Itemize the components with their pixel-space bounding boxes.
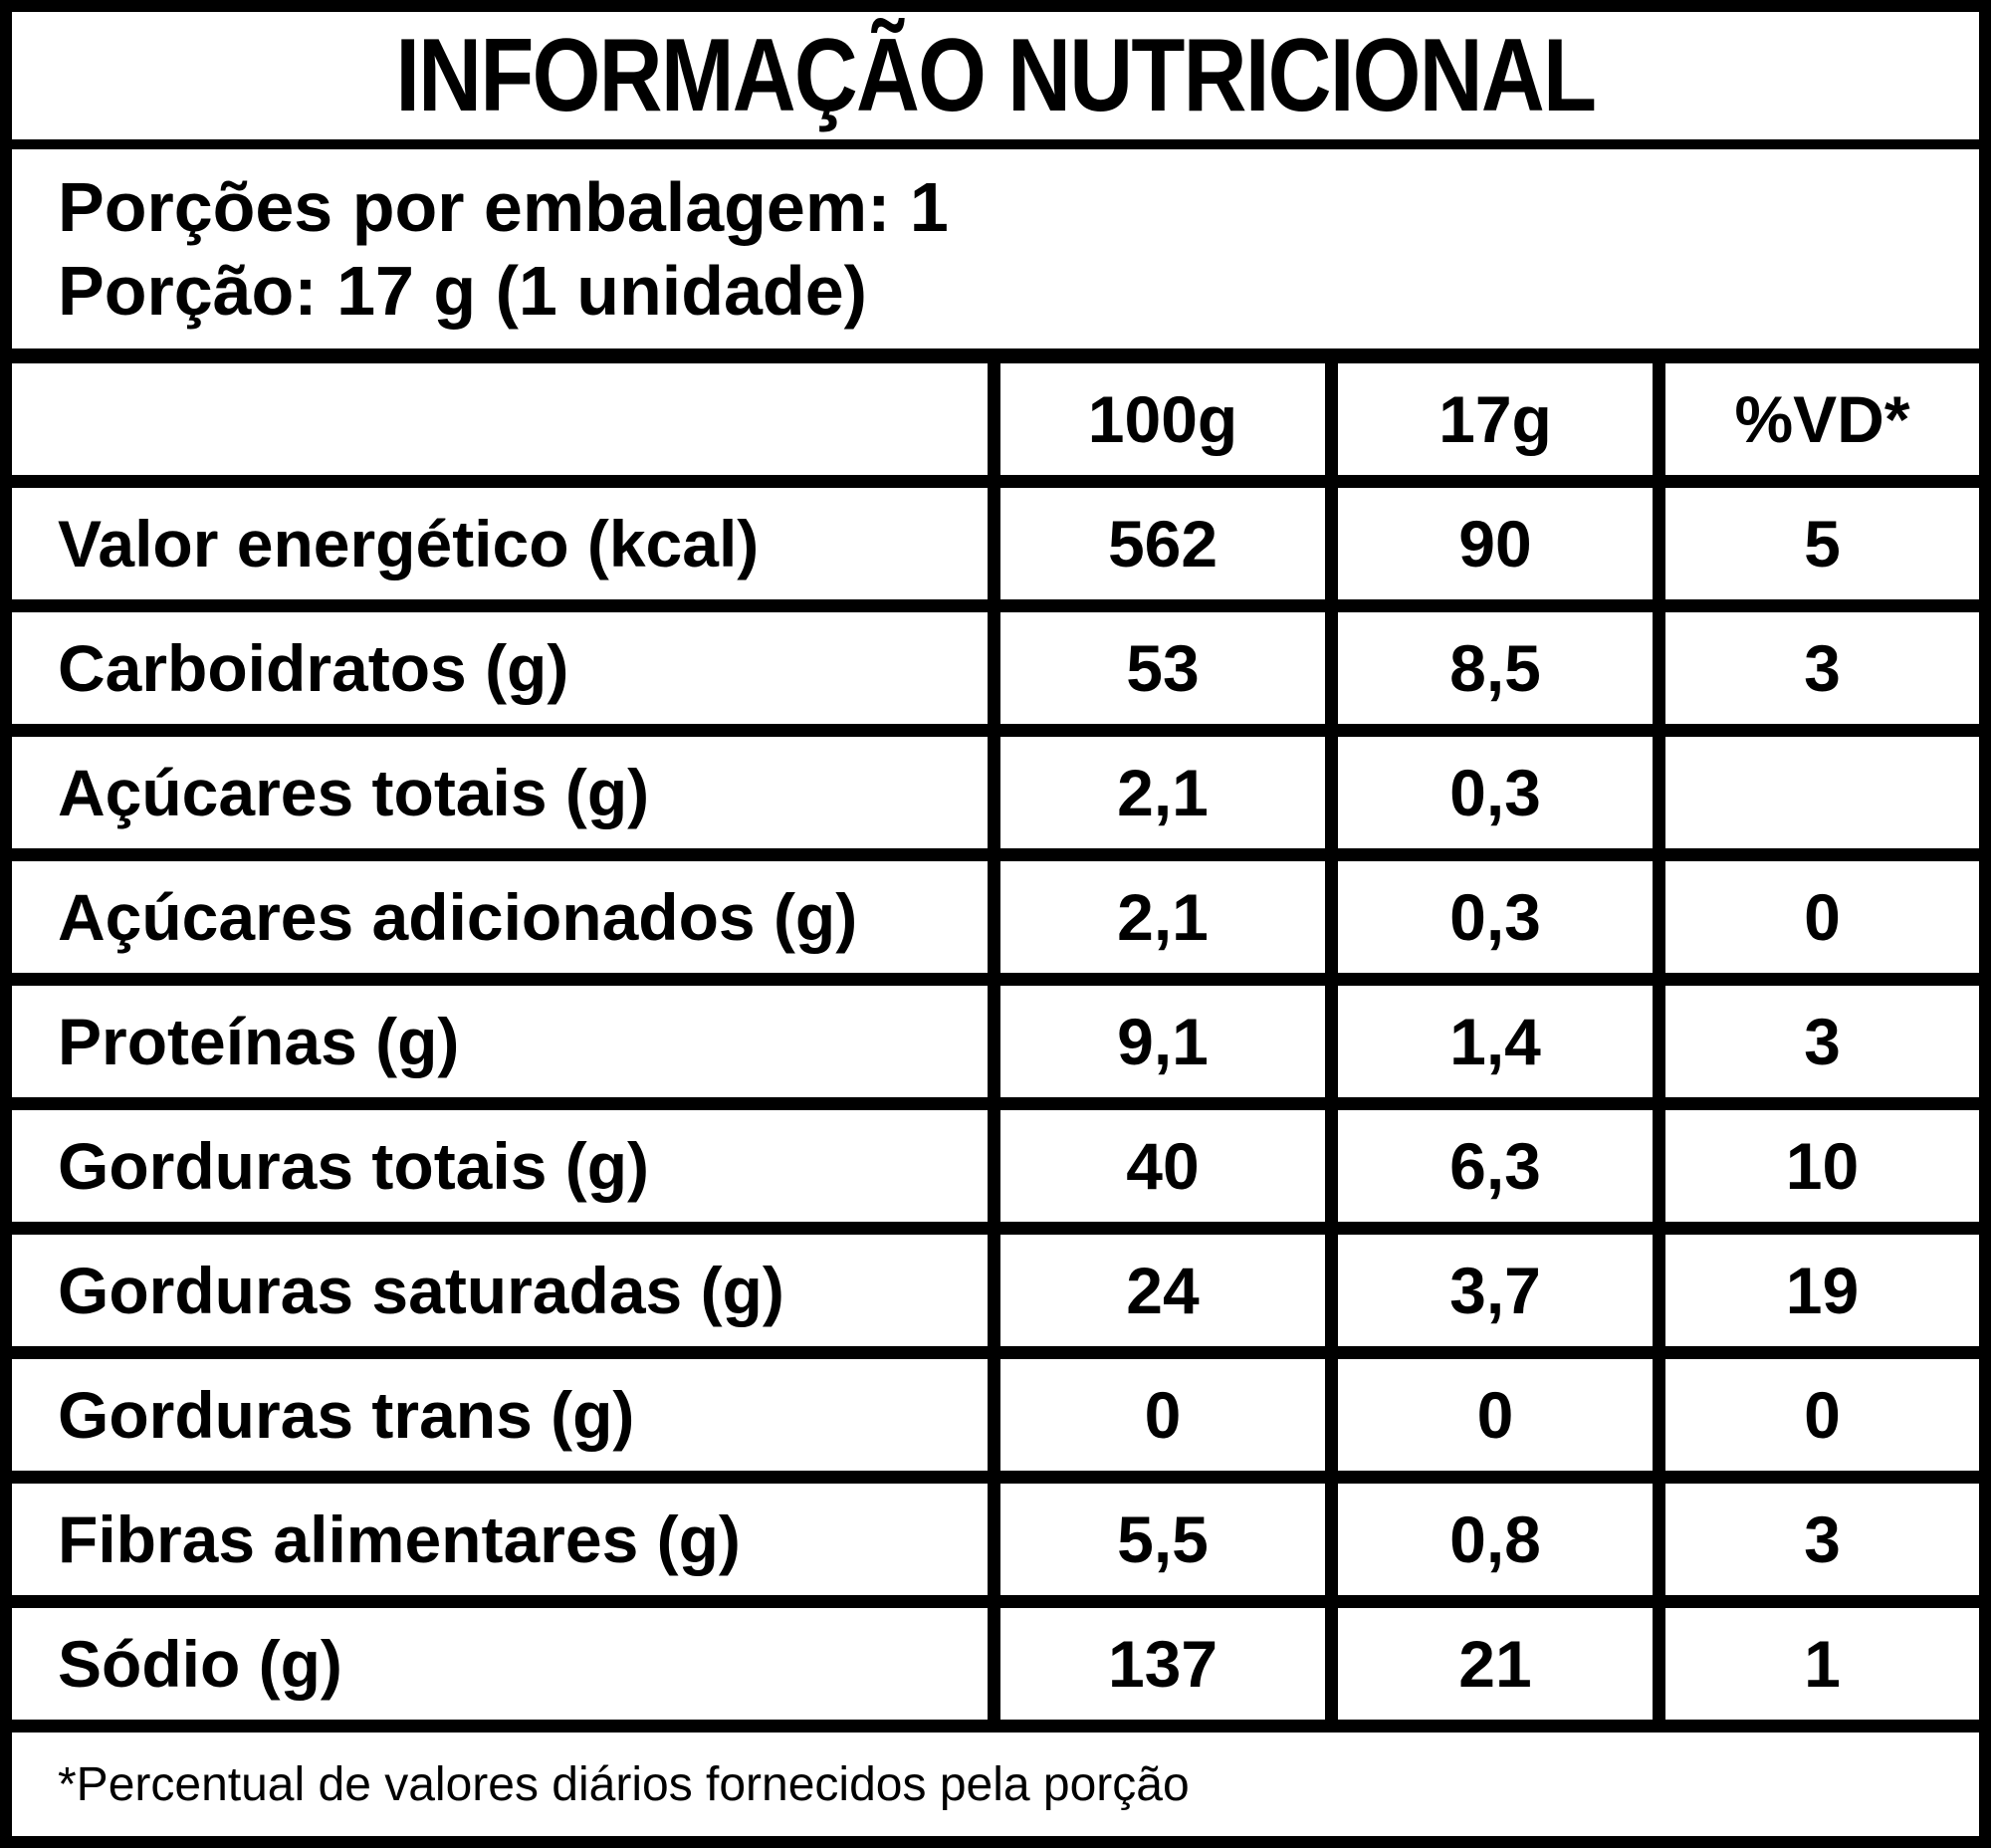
column-header-nutrient	[12, 363, 988, 475]
serving-size: Porção: 17 g (1 unidade)	[58, 252, 867, 330]
table-row-acucares-totais: Açúcares totais (g) 2,1 0,3	[12, 737, 1979, 861]
table-row-gorduras-saturadas: Gorduras saturadas (g) 24 3,7 19	[12, 1235, 1979, 1359]
value-vd: 0	[1653, 1359, 1979, 1471]
value-portion: 6,3	[1325, 1110, 1653, 1222]
nutrient-name: Sódio (g)	[58, 1627, 342, 1701]
table-row-sodio: Sódio (g) 137 21 1	[12, 1608, 1979, 1732]
column-header-vd: %VD*	[1653, 363, 1979, 475]
servings-per-package: Porções por embalagem: 1	[58, 168, 949, 246]
value-vd	[1653, 737, 1979, 848]
value-vd: 10	[1653, 1110, 1979, 1222]
nutrient-name: Fibras alimentares (g)	[58, 1502, 741, 1576]
nutrition-table: 100g 17g %VD* Valor energético (kcal) 56…	[12, 363, 1979, 1732]
value-100g: 24	[988, 1235, 1325, 1346]
value-100g: 0	[988, 1359, 1325, 1471]
value-vd: 3	[1653, 986, 1979, 1097]
value-100g: 562	[988, 488, 1325, 599]
value-100g: 5,5	[988, 1484, 1325, 1595]
value-portion: 3,7	[1325, 1235, 1653, 1346]
footnote-text: *Percentual de valores diários fornecido…	[58, 1757, 1190, 1811]
nutrient-name: Proteínas (g)	[58, 1005, 460, 1078]
value-100g: 53	[988, 612, 1325, 724]
nutrient-name: Açúcares totais (g)	[58, 756, 650, 829]
nutrient-name: Carboidratos (g)	[58, 631, 569, 705]
nutrient-name: Gorduras saturadas (g)	[58, 1254, 784, 1327]
value-100g: 2,1	[988, 861, 1325, 973]
table-row-fibras: Fibras alimentares (g) 5,5 0,8 3	[12, 1484, 1979, 1608]
value-portion: 0,3	[1325, 737, 1653, 848]
nutrient-name: Gorduras totais (g)	[58, 1129, 650, 1203]
value-portion: 0	[1325, 1359, 1653, 1471]
value-vd: 3	[1653, 612, 1979, 724]
value-vd: 3	[1653, 1484, 1979, 1595]
nutrient-name: Gorduras trans (g)	[58, 1378, 635, 1452]
label-title: INFORMAÇÃO NUTRICIONAL	[395, 17, 1597, 133]
footnote: *Percentual de valores diários fornecido…	[12, 1732, 1979, 1836]
value-100g: 2,1	[988, 737, 1325, 848]
table-row-acucares-adicionados: Açúcares adicionados (g) 2,1 0,3 0	[12, 861, 1979, 986]
serving-info: Porções por embalagem: 1 Porção: 17 g (1…	[12, 149, 1979, 348]
value-portion: 1,4	[1325, 986, 1653, 1097]
nutrient-name: Açúcares adicionados (g)	[58, 880, 858, 954]
value-portion: 0,8	[1325, 1484, 1653, 1595]
value-vd: 0	[1653, 861, 1979, 973]
table-header-row: 100g 17g %VD*	[12, 363, 1979, 488]
value-vd: 19	[1653, 1235, 1979, 1346]
table-row-proteinas: Proteínas (g) 9,1 1,4 3	[12, 986, 1979, 1110]
value-vd: 5	[1653, 488, 1979, 599]
value-portion: 8,5	[1325, 612, 1653, 724]
column-header-17g: 17g	[1325, 363, 1653, 475]
value-100g: 9,1	[988, 986, 1325, 1097]
table-row-energia: Valor energético (kcal) 562 90 5	[12, 488, 1979, 612]
nutrient-name: Valor energético (kcal)	[58, 507, 760, 580]
column-header-100g: 100g	[988, 363, 1325, 475]
value-vd: 1	[1653, 1608, 1979, 1720]
header-divider	[12, 348, 1979, 363]
value-100g: 137	[988, 1608, 1325, 1720]
value-portion: 90	[1325, 488, 1653, 599]
value-portion: 0,3	[1325, 861, 1653, 973]
value-portion: 21	[1325, 1608, 1653, 1720]
table-row-gorduras-totais: Gorduras totais (g) 40 6,3 10	[12, 1110, 1979, 1235]
label-header: INFORMAÇÃO NUTRICIONAL	[12, 12, 1979, 139]
table-row-carboidratos: Carboidratos (g) 53 8,5 3	[12, 612, 1979, 737]
table-row-gorduras-trans: Gorduras trans (g) 0 0 0	[12, 1359, 1979, 1484]
title-divider	[12, 139, 1979, 149]
value-100g: 40	[988, 1110, 1325, 1222]
